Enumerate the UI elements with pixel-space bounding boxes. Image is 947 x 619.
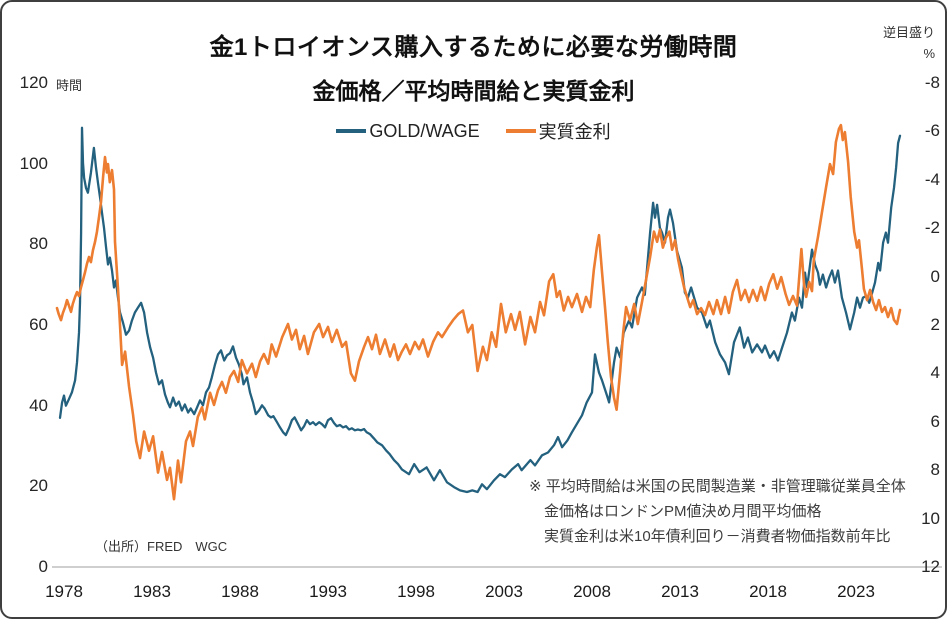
x-tick-label: 2003	[485, 582, 523, 601]
left-tick-label: 60	[29, 315, 48, 334]
left-tick-label: 40	[29, 395, 48, 415]
right-tick-label: 10	[921, 508, 940, 528]
x-tick-label: 2008	[573, 582, 611, 601]
x-tick-label: 1993	[309, 582, 347, 601]
legend-label-real-rate: 実質金利	[538, 122, 611, 142]
series-line-gold-wage	[58, 126, 902, 494]
right-tick-label: 6	[930, 411, 940, 431]
left-tick-label: 0	[38, 557, 48, 576]
left-tick-label: 100	[19, 153, 48, 173]
real-rate-line-swatch-icon	[505, 129, 536, 133]
right-tick-label: -6	[924, 121, 940, 141]
x-tick-label: 1998	[397, 582, 435, 601]
footnotes: ※ 平均時間給は米国の民間製造業・非管理職従業員全体 金価格はロンドンPM値決め…	[529, 474, 929, 549]
right-tick-label: 12	[921, 557, 940, 576]
legend: GOLD/WAGE 実質金利	[2, 118, 945, 144]
right-tick-label: 8	[930, 460, 940, 480]
left-axis-unit-label: 時間	[56, 78, 83, 93]
gold-wage-line-swatch-icon	[336, 129, 367, 133]
x-tick-label: 1988	[221, 582, 259, 601]
x-tick-label: 2023	[837, 582, 875, 601]
right-tick-label: -4	[924, 169, 940, 189]
right-axis-unit-label: %	[923, 46, 935, 61]
right-axis-inverted-label: 逆目盛り	[882, 25, 935, 40]
x-tick-label: 2018	[749, 582, 787, 601]
legend-item-real-rate: 実質金利	[505, 118, 611, 144]
left-tick-label: 20	[29, 476, 48, 496]
source-caption: （出所）FRED WGC	[95, 539, 228, 554]
x-tick-label: 2013	[661, 582, 699, 601]
left-tick-label: 120	[19, 73, 48, 92]
right-tick-label: 2	[930, 315, 940, 334]
series-line-real-rate	[55, 123, 902, 501]
right-tick-label: 0	[930, 266, 940, 286]
x-tick-label: 1978	[45, 582, 83, 601]
right-tick-label: -2	[924, 218, 940, 238]
right-tick-label: -8	[924, 73, 940, 92]
chart-title: 金1トロイオンス購入するために必要な労働時間	[209, 34, 738, 61]
right-tick-label: 4	[930, 363, 940, 383]
chart-subtitle: 金価格／平均時間給と実質金利	[312, 78, 635, 104]
footnote-line: ※ 平均時間給は米国の民間製造業・非管理職従業員全体	[529, 478, 906, 495]
x-tick-label: 1983	[133, 582, 171, 601]
legend-item-gold-wage: GOLD/WAGE	[336, 120, 480, 142]
footnote-line: 金価格はロンドンPM値決め月間平均価格	[544, 503, 822, 520]
legend-label-gold-wage: GOLD/WAGE	[369, 120, 480, 141]
footnote-line: 実質金利は米10年債利回り－消費者物価指数前年比	[544, 528, 891, 545]
left-tick-label: 80	[29, 234, 48, 254]
